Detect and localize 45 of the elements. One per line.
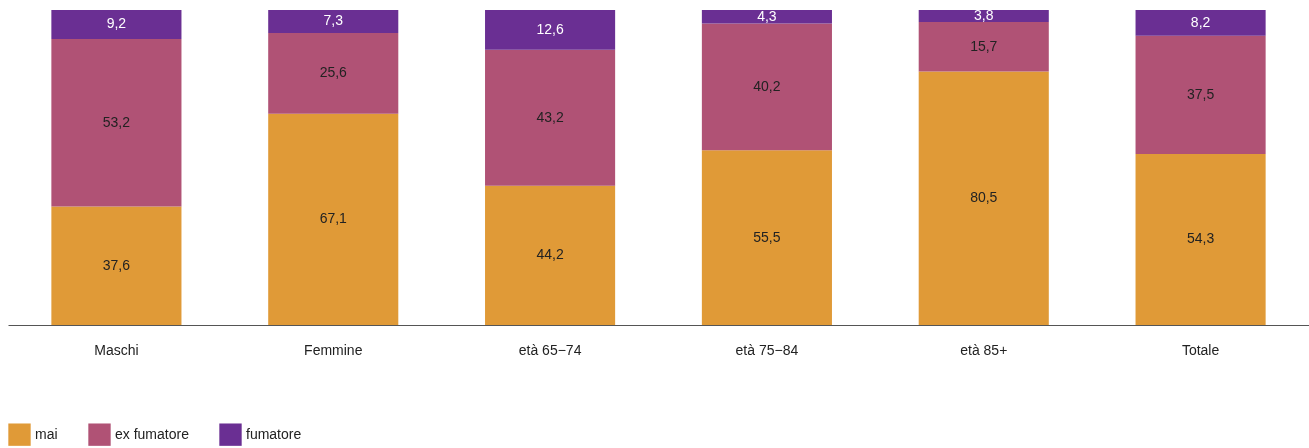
x-tick-label: Maschi bbox=[94, 341, 139, 358]
bar bbox=[51, 206, 182, 325]
data-label: 44,2 bbox=[536, 246, 564, 263]
x-tick-label: Totale bbox=[1181, 341, 1220, 358]
bar bbox=[485, 10, 616, 50]
data-label: 53,2 bbox=[102, 113, 131, 130]
data-label: 7,3 bbox=[323, 12, 344, 29]
bar bbox=[485, 185, 616, 325]
bar bbox=[485, 49, 616, 186]
legend-label: mai bbox=[35, 425, 58, 442]
data-label: 43,2 bbox=[536, 108, 564, 125]
bar bbox=[51, 38, 182, 207]
data-label: 12,6 bbox=[536, 20, 564, 37]
bar bbox=[701, 23, 832, 151]
data-label: 15,7 bbox=[970, 37, 998, 54]
bar bbox=[268, 33, 399, 114]
bar bbox=[51, 10, 182, 39]
bar bbox=[918, 71, 1049, 325]
x-tick-label: età 85+ bbox=[960, 341, 1008, 358]
bar bbox=[268, 10, 399, 33]
bar bbox=[268, 113, 399, 325]
data-label: 54,3 bbox=[1186, 230, 1215, 247]
data-label: 8,2 bbox=[1190, 13, 1211, 30]
legend-label: fumatore bbox=[246, 425, 302, 442]
x-tick-label: Femmine bbox=[304, 341, 363, 358]
bar bbox=[1135, 35, 1266, 154]
data-label: 40,2 bbox=[753, 77, 781, 94]
bar bbox=[701, 10, 832, 24]
x-tick-label: età 75−84 bbox=[735, 341, 799, 358]
data-label: 3,8 bbox=[974, 6, 994, 23]
bar bbox=[1135, 10, 1266, 36]
bar bbox=[918, 10, 1049, 22]
data-label: 37,6 bbox=[102, 256, 131, 273]
data-label: 4,3 bbox=[757, 7, 777, 24]
bar bbox=[918, 21, 1049, 72]
x-tick-label: età 65−74 bbox=[518, 341, 582, 358]
data-label: 80,5 bbox=[970, 189, 998, 206]
bar bbox=[701, 150, 832, 325]
data-label: 55,5 bbox=[753, 228, 781, 245]
data-label: 25,6 bbox=[319, 64, 348, 81]
legend-label: ex fumatore bbox=[115, 425, 190, 442]
data-label: 37,5 bbox=[1186, 85, 1215, 102]
data-label: 67,1 bbox=[319, 210, 348, 227]
bar bbox=[1135, 153, 1266, 325]
data-label: 9,2 bbox=[106, 15, 127, 32]
